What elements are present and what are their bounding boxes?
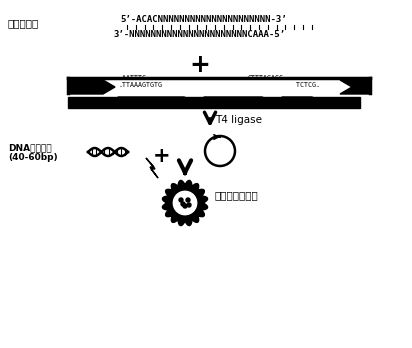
Circle shape [187,203,191,207]
Text: 5’-ACACNNNNNNNNNNNNNNNNNNNNN-3’: 5’-ACACNNNNNNNNNNNNNNNNNNNNN-3’ [120,15,287,24]
FancyArrow shape [68,97,360,108]
Text: pHB-1 vector (12kb): pHB-1 vector (12kb) [156,98,282,108]
Polygon shape [68,80,115,94]
Text: GTTTAGAGC.
            TCTCG.: GTTTAGAGC. TCTCG. [248,75,320,88]
Text: T4 ligase: T4 ligase [215,115,262,125]
Text: +: + [153,146,171,166]
Text: .AATTTC
.TTAAAGTGTG: .AATTTC .TTAAAGTGTG [118,75,162,88]
Circle shape [181,202,185,206]
Polygon shape [118,97,198,108]
Text: 细细菌基因编辑: 细细菌基因编辑 [215,190,259,200]
Polygon shape [204,97,274,108]
Text: DNA修复模板
(40-60bp): DNA修复模板 (40-60bp) [8,143,58,163]
Text: 用户合成：: 用户合成： [8,18,39,28]
Text: 3’-NNNNNNNNNNNNNNNNNNNNNNCAAA-5’: 3’-NNNNNNNNNNNNNNNNNNNNNNCAAA-5’ [113,30,285,39]
Polygon shape [340,80,370,94]
Polygon shape [146,158,158,178]
Circle shape [183,204,187,208]
Polygon shape [162,180,208,226]
Circle shape [186,198,190,202]
Polygon shape [282,97,322,108]
Circle shape [179,198,183,202]
Text: +: + [190,53,211,77]
Circle shape [173,191,197,215]
